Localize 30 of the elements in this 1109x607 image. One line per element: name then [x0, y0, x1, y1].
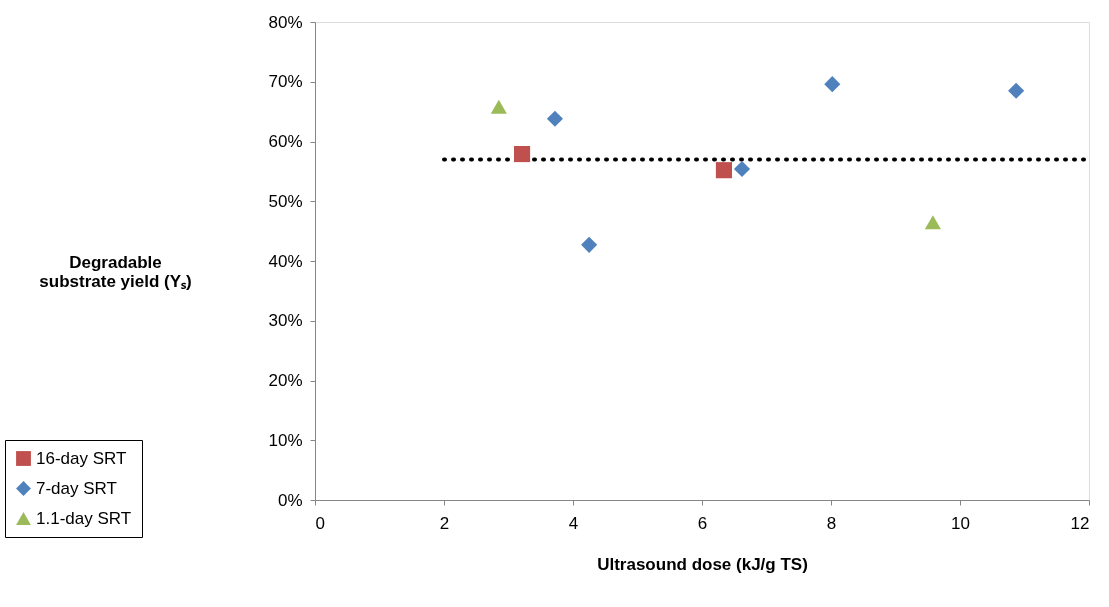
y-axis-title: Degradable substrate yield (Yₛ) [39, 252, 192, 291]
x-tick-label: 8 [826, 513, 837, 533]
y-tick-label: 20% [268, 371, 303, 390]
y-tick-label: 40% [268, 251, 303, 271]
x-tick-label: 4 [568, 513, 579, 533]
point [1008, 82, 1025, 99]
y-tick-label: 60% [268, 132, 303, 151]
legend-label: 16-day SRT [36, 448, 127, 468]
point [715, 162, 732, 179]
y-tick-label: 0% [277, 490, 303, 510]
point [733, 160, 751, 178]
point [924, 215, 941, 230]
y-tick-label: 30% [268, 311, 303, 331]
point [490, 99, 507, 114]
y-tick-label: 70% [268, 72, 303, 92]
x-tick-label: 10 [951, 513, 970, 533]
point [824, 76, 841, 93]
y-tick-label: 50% [268, 191, 303, 211]
point [513, 145, 531, 163]
legend-label: 7-day SRT [36, 478, 117, 498]
legend-label: 1.1-day SRT [36, 508, 132, 528]
y-tick-label: 10% [268, 430, 303, 450]
point [546, 110, 563, 127]
point [581, 236, 598, 253]
x-tick-label: 0 [315, 513, 325, 533]
x-axis-title: Ultrasound dose (kJ/g TS) [597, 554, 808, 574]
x-tick-label: 6 [697, 513, 708, 533]
y-tick-label: 80% [268, 12, 303, 32]
x-tick-label: 2 [439, 513, 450, 533]
x-tick-label: 12 [1070, 513, 1090, 533]
